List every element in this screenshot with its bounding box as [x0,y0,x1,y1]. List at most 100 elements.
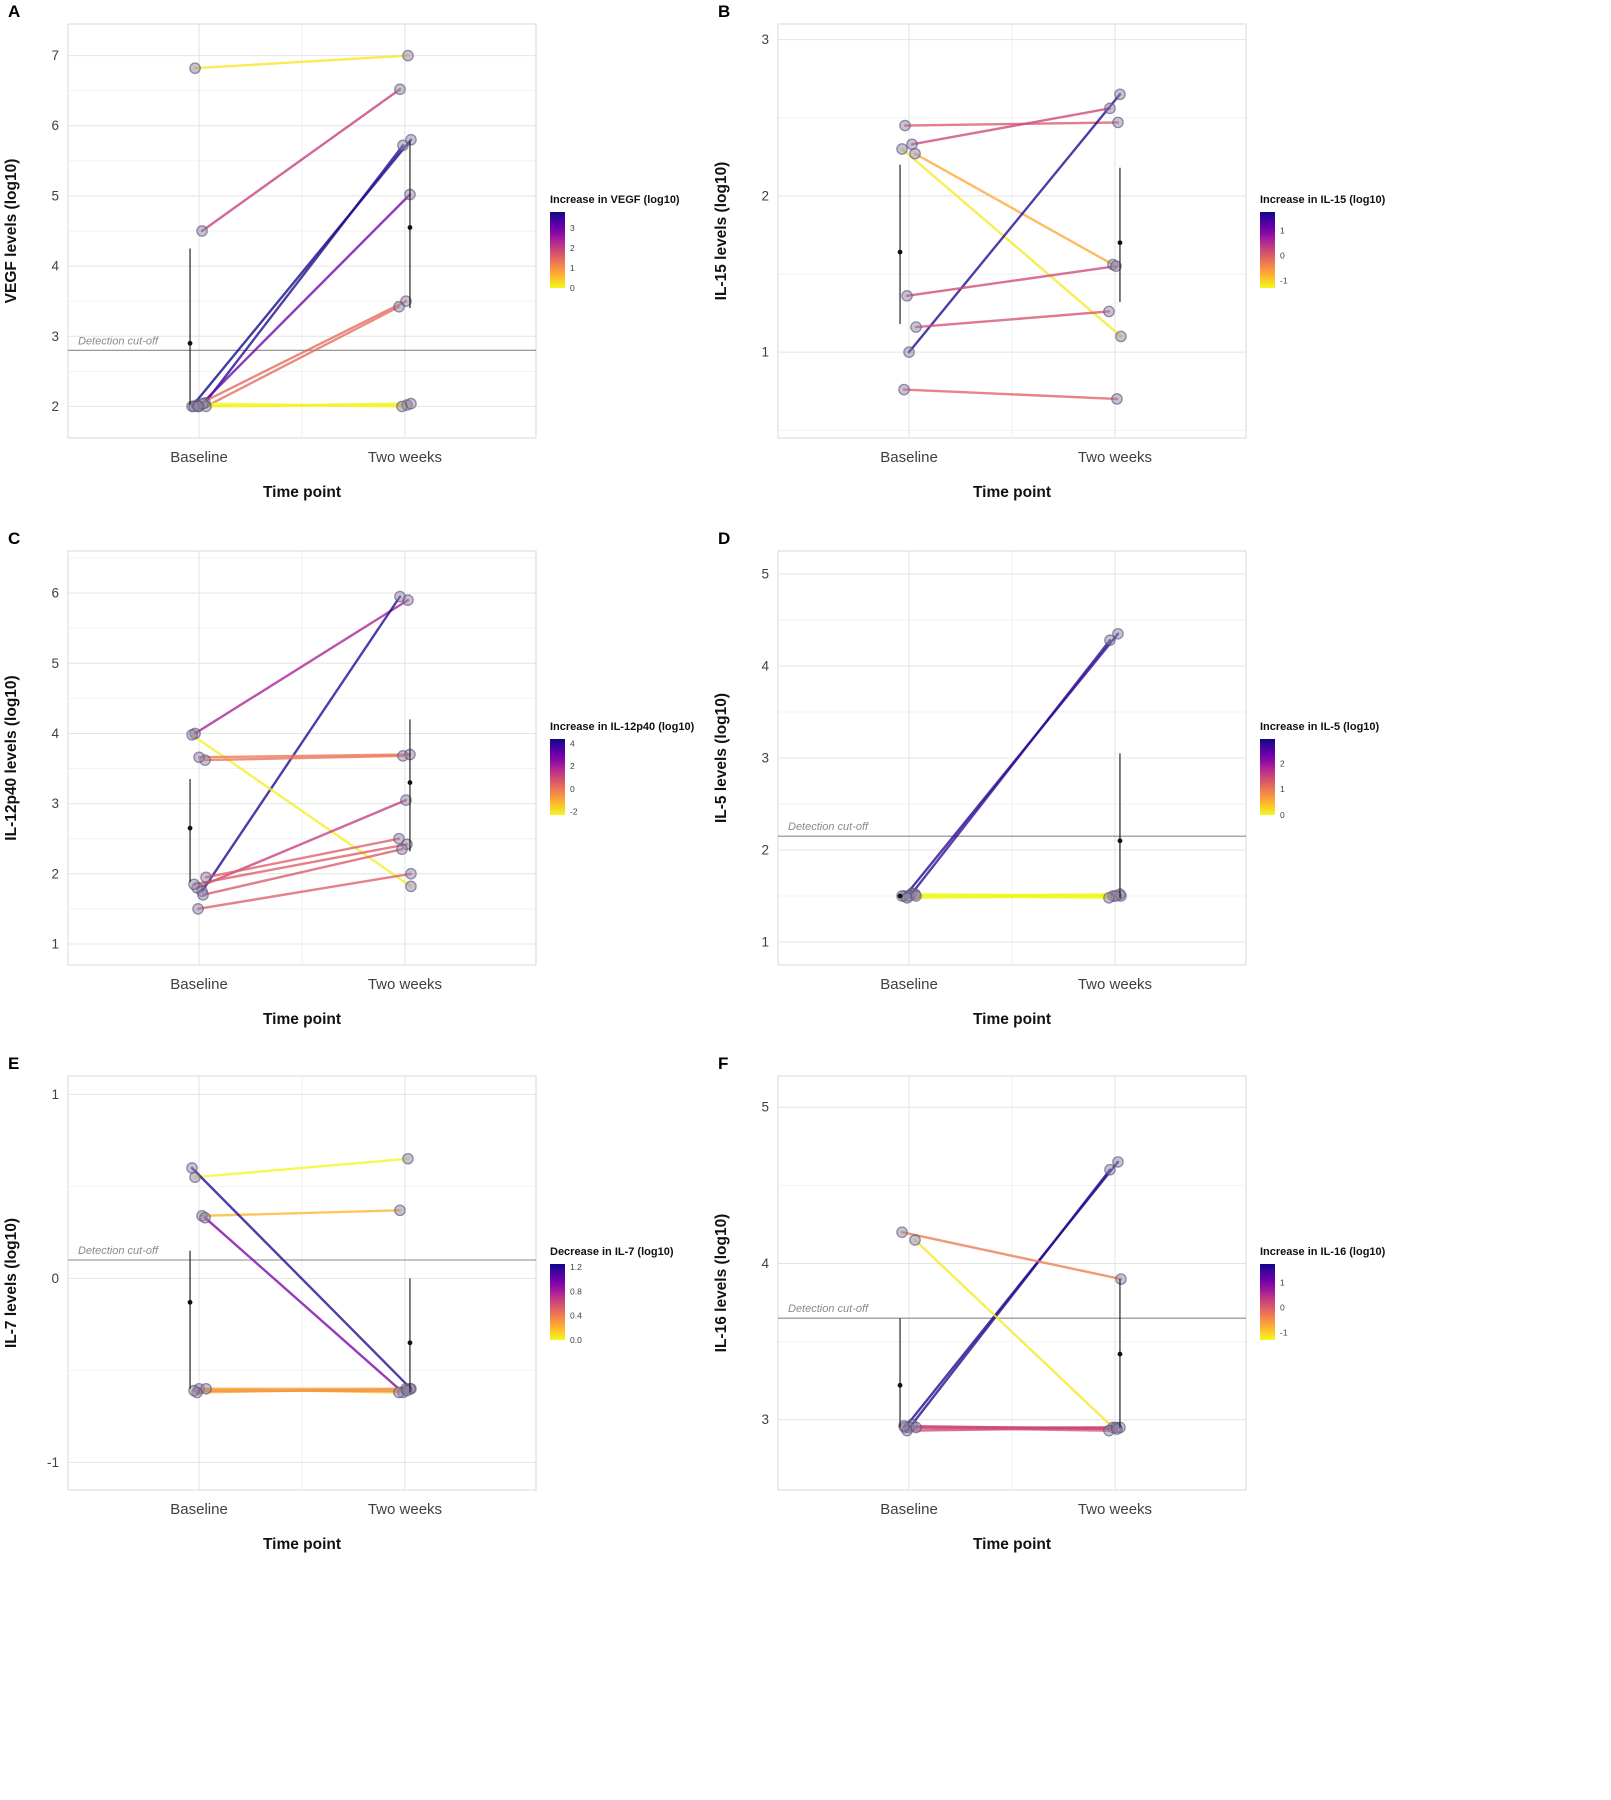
panel-label-B: B [718,2,731,21]
legend-colorbar [1260,1264,1275,1340]
data-point [401,1384,413,1397]
panel-E: E Detection cut-off -1 0 1 Baseline Two weeks… [0,1052,705,1577]
data-point [405,133,417,146]
pair-slope-line [195,299,408,407]
legend-title: Increase in IL-16 (log10) [1260,1246,1386,1258]
legend-tick-label: 0 [570,784,575,794]
data-point [397,139,409,152]
summary-mean-point [897,1382,903,1388]
y-tick-label: -1 [47,1455,59,1470]
legend-title: Increase in IL-15 (log10) [1260,194,1386,206]
pair-slope-line [200,1209,402,1218]
pair-slope-line [203,754,405,762]
data-point [1114,88,1126,101]
legend-tick-label: 0 [1280,251,1285,261]
detection-cutoff-label: Detection cut-off [788,821,869,833]
x-tick-label: Two weeks [368,976,442,993]
data-point [394,1204,406,1217]
data-point [394,83,406,96]
pair-slope-line [903,121,1120,127]
pair-slope-line [196,402,413,408]
pair-slope-line [910,107,1112,146]
legend-tick-label: 3 [570,223,575,233]
data-point [896,143,908,155]
y-tick-label: 3 [761,1412,769,1427]
pair-slope-line [913,152,1115,266]
x-axis-title: Time point [263,1011,341,1028]
legend-title: Increase in IL-12p40 (log10) [550,721,695,733]
data-point [402,49,414,62]
detection-cutoff-label: Detection cut-off [788,1303,869,1315]
y-tick-label: 3 [761,32,769,47]
data-point [1103,305,1115,318]
data-point [188,878,200,891]
pair-slope-line [197,193,412,408]
data-point [400,794,412,806]
data-point [192,903,204,915]
data-point [899,119,911,132]
plot-border [67,23,537,439]
pair-slope-line [910,1168,1112,1426]
x-tick-label: Two weeks [368,1501,442,1518]
panel-label-D: D [718,529,731,548]
legend-tick-label: 0 [1280,1303,1285,1313]
pair-slope-line [900,147,1123,338]
data-point [200,871,212,884]
pair-slope-line [907,93,1122,354]
x-tick-label: Baseline [880,1501,938,1518]
y-tick-label: 3 [761,751,769,766]
panel-label-A: A [8,2,21,21]
chart-il12p40: 1 2 3 4 5 6 Baseline Two weeks Time point IL-12p4… [3,550,695,1028]
x-axis-title: Time point [263,484,341,501]
pair-slope-line [203,144,405,405]
data-point [1110,260,1122,273]
pair-slope-line [196,872,413,911]
legend-tick-label: 2 [1280,758,1285,768]
data-point [1111,393,1123,405]
data-point [200,1382,212,1395]
data-point [1115,330,1127,343]
data-point [910,890,922,902]
summary-mean-point [187,825,193,831]
y-tick-label: 2 [51,399,59,414]
legend-tick-label: -1 [1280,1328,1288,1338]
x-axis-title: Time point [973,484,1051,501]
y-tick-label: 2 [51,866,59,881]
panel-D: D Detection cut-off 1 2 3 4 5 Baseline Two week… [710,527,1415,1052]
data-point [1104,102,1116,115]
legend-tick-label: 0 [1280,810,1285,820]
summary-mean-point [187,1299,193,1305]
pair-slope-line [190,1166,413,1390]
data-point [405,397,417,410]
legend-tick-label: 1 [1280,226,1285,236]
panel-label-E: E [8,1054,20,1073]
pair-slope-line [203,1216,405,1394]
data-point [1111,1423,1123,1435]
data-point [186,728,198,741]
x-axis-title: Time point [973,1536,1051,1553]
data-point [1104,634,1116,647]
x-tick-label: Baseline [880,976,938,993]
pair-slope-line [200,88,402,233]
legend-tick-label: 0.0 [570,1335,582,1345]
legend-colorbar [550,739,565,815]
y-tick-label: 1 [761,345,769,360]
legend-tick-label: 1 [1280,1278,1285,1288]
panel-F: F Detection cut-off 3 4 5 Baseline Two weeks T… [710,1052,1415,1577]
x-tick-label: Two weeks [1078,449,1152,466]
chart-il16: Detection cut-off 3 4 5 Baseline Two weeks Tim… [713,1075,1386,1553]
y-tick-label: 4 [51,259,59,274]
y-tick-label: 2 [761,843,769,858]
chart-il7: Detection cut-off -1 0 1 Baseline Two weeks Ti… [3,1075,674,1553]
legend-tick-label: -2 [570,807,578,817]
data-point [1115,1273,1127,1285]
data-point [189,62,201,75]
y-axis-title: VEGF levels (log10) [3,159,20,304]
panel-A: A Detection cut-off 2 3 4 5 6 7 Baseline Two wee… [0,0,705,525]
pair-slope-line [910,639,1112,895]
data-point [196,225,208,237]
plot-border [67,1075,537,1491]
panel-B: B 1 2 3 Baseline Two weeks Time point IL-15 le… [710,0,1415,525]
legend-tick-label: 0.8 [570,1286,582,1296]
